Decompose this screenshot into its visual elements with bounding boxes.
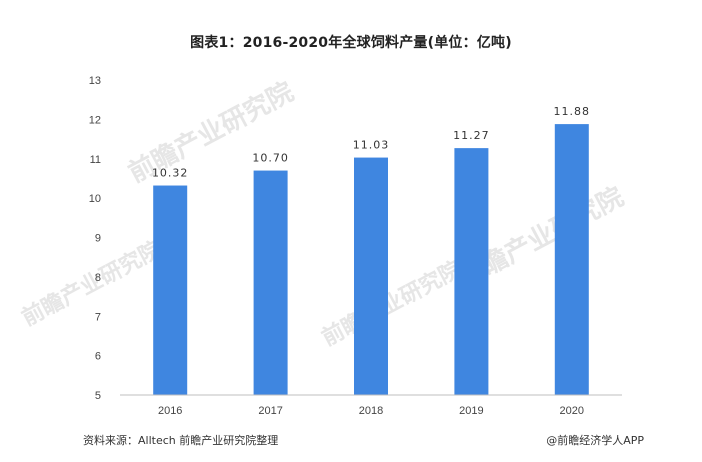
bar-2016	[153, 185, 188, 395]
y-tick-label: 11	[90, 154, 101, 166]
brand-note: @前瞻经济学人APP	[546, 434, 644, 447]
y-tick-label: 12	[89, 114, 101, 126]
data-label-2019: 11.27	[453, 129, 490, 142]
data-label-2020: 11.88	[554, 105, 591, 118]
y-tick-label: 13	[89, 75, 101, 87]
data-labels: 10.32 10.70 11.03 11.27 11.88	[152, 105, 591, 180]
data-label-2016: 10.32	[152, 167, 189, 180]
x-tick-label: 2020	[560, 405, 584, 417]
chart-title: 图表1：2016-2020年全球饲料产量(单位：亿吨)	[190, 35, 512, 51]
x-axis: 2016 2017 2018 2019 2020	[120, 394, 622, 417]
data-label-2018: 11.03	[353, 139, 390, 152]
bars	[153, 124, 589, 395]
y-tick-label: 5	[95, 390, 101, 402]
bar-2018	[354, 157, 388, 395]
data-label-2017: 10.70	[252, 152, 289, 165]
x-tick-label: 2019	[459, 405, 483, 417]
x-tick-label: 2016	[158, 405, 182, 417]
y-tick-label: 7	[95, 311, 101, 323]
bar-2019	[454, 148, 489, 395]
y-tick-label: 9	[95, 233, 101, 245]
x-tick-label: 2017	[258, 405, 282, 417]
bar-2017	[253, 170, 288, 395]
bar-2020	[554, 124, 589, 395]
y-axis: 5 6 7 8 9 10 11 12 13	[89, 75, 101, 402]
x-tick-label: 2018	[359, 405, 383, 417]
y-tick-label: 6	[95, 351, 101, 363]
y-tick-label: 10	[89, 193, 101, 205]
y-tick-label: 8	[95, 272, 101, 284]
watermark-text: 前瞻产业研究院	[18, 236, 166, 331]
watermark-text: 前瞻产业研究院	[318, 256, 466, 351]
source-note: 资料来源：Alltech 前瞻产业研究院整理	[83, 434, 279, 447]
